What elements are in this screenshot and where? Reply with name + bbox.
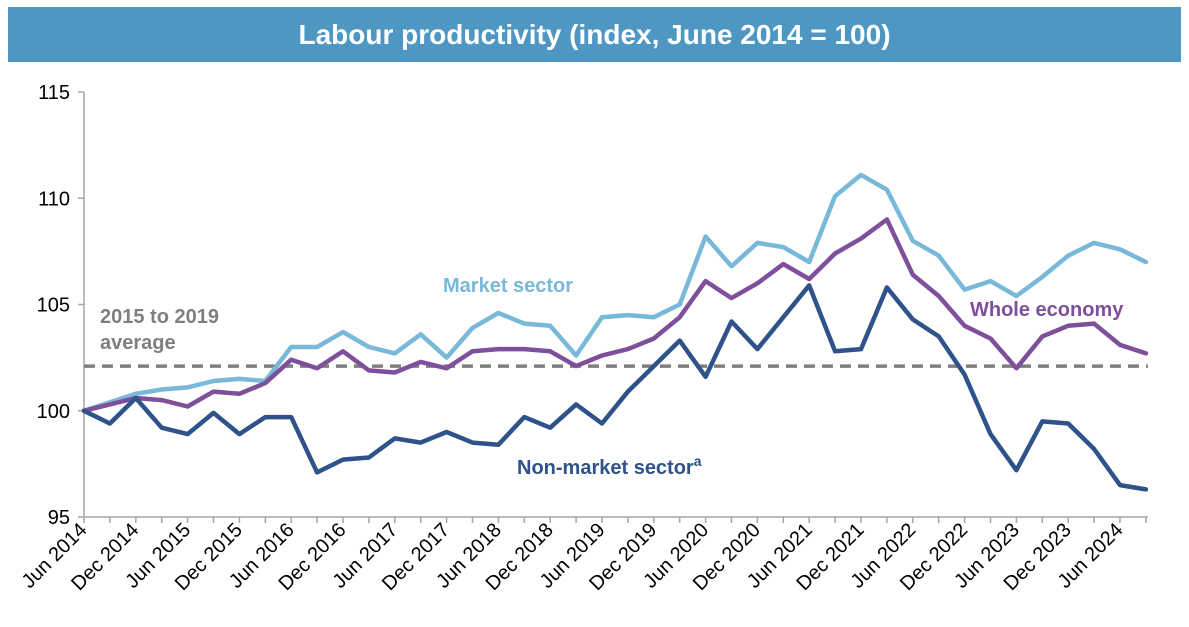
y-tick-label: 100	[37, 401, 70, 423]
market-sector-line	[81, 172, 1149, 414]
non-market-sector-label-text: Non-market sector	[517, 457, 694, 479]
y-tick-label: 110	[38, 188, 70, 210]
whole-economy-label-text: Whole economy	[970, 299, 1124, 321]
y-tick-label: 115	[38, 82, 70, 104]
series-labels: Market sector Whole economy Non-market sec…	[443, 275, 1124, 479]
y-axis: 95 100 105 110 115	[37, 82, 85, 529]
y-tick-label: 105	[37, 295, 70, 317]
average-reference: 2015 to 2019 average	[84, 306, 1148, 368]
average-label-line1: 2015 to 2019	[100, 306, 219, 328]
y-tick-label: 95	[48, 507, 70, 529]
non-market-sector-label: Non-market sectora	[517, 453, 702, 479]
footnote-marker: a	[694, 453, 702, 469]
series-lines	[81, 172, 1149, 492]
market-sector-label-text: Market sector	[443, 275, 573, 297]
whole-economy-label: Whole economy	[970, 299, 1124, 321]
chart-title: Labour productivity (index, June 2014 = …	[298, 18, 891, 50]
whole-economy-line	[81, 217, 1149, 414]
average-label-line2: average	[100, 332, 176, 354]
market-sector-label: Market sector	[443, 275, 573, 297]
non-market-sector-line	[81, 283, 1149, 492]
chart-title-bar: Labour productivity (index, June 2014 = …	[8, 7, 1181, 62]
